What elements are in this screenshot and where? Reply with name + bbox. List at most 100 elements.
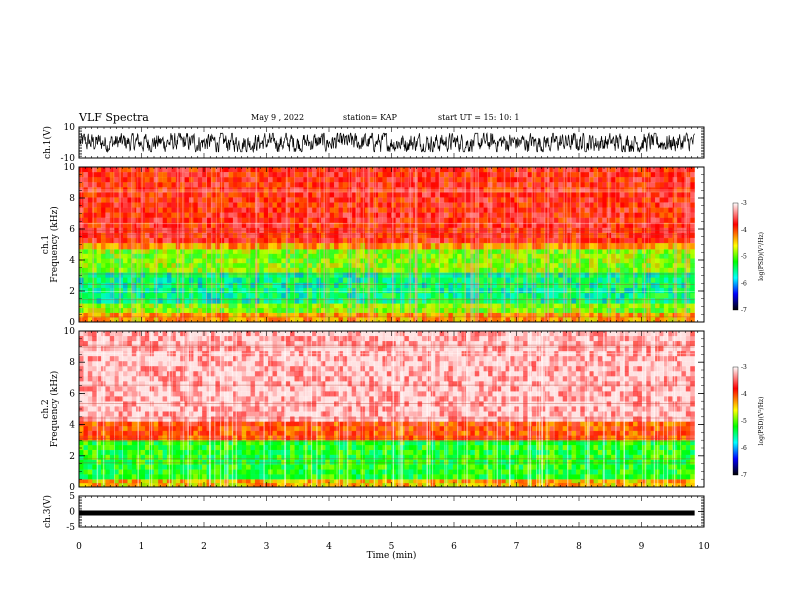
spectrogram-cell [334, 167, 339, 173]
spectrogram-cell [118, 479, 124, 484]
spectrogram-cell [210, 483, 216, 488]
spectrogram-cell [369, 167, 374, 173]
spectrogram-cell [193, 298, 199, 304]
spectrogram-cell [140, 182, 146, 188]
spectrogram-cell [408, 298, 414, 304]
spectrogram-cell [369, 197, 374, 203]
spectrogram-cell [334, 207, 339, 213]
spectrogram-cell [602, 258, 607, 264]
spectrogram-cell [677, 479, 682, 484]
spectrogram-cell [232, 267, 238, 273]
spectrogram-cell [452, 212, 458, 218]
spectrogram-cell [92, 483, 97, 488]
spectrogram-cell [628, 312, 634, 318]
spectrogram-cell [105, 182, 111, 188]
spectrogram-cell [320, 222, 326, 229]
spectrogram-cell [210, 469, 216, 475]
spectrogram-cell [166, 308, 172, 313]
spectrogram-cell [571, 182, 577, 188]
spectrogram-cell [373, 253, 379, 259]
spectrogram-cell [263, 293, 269, 299]
spectrogram-cell [562, 272, 568, 278]
spectrogram-cell [193, 293, 199, 299]
spectrogram-cell [87, 277, 93, 284]
spectrogram-cell [628, 207, 634, 213]
spectrogram-cell [430, 197, 436, 203]
spectrogram-cell [597, 172, 603, 178]
spectrogram-cell [122, 312, 128, 318]
spectrogram-cell [611, 258, 616, 264]
spectrogram-cell [448, 277, 454, 284]
spectrogram-cell [417, 258, 423, 264]
spectrogram-cell [276, 282, 282, 289]
spectrogram-cell [505, 483, 511, 488]
spectrogram-cell [250, 293, 256, 299]
spectrogram-cell [206, 242, 212, 250]
spectrogram-cell [562, 287, 568, 294]
spectrogram-cell [232, 293, 238, 299]
spectrogram-cell [83, 474, 89, 480]
spectrogram-cell [668, 282, 673, 289]
spectrogram-cell [439, 258, 445, 264]
spectrogram-cell [127, 317, 133, 323]
spectrogram-cell [197, 167, 203, 173]
spectrogram-cell [224, 272, 229, 278]
spectrogram-cell [378, 303, 383, 309]
spectrogram-cell [558, 202, 564, 208]
spectrogram-cell [580, 202, 585, 208]
spectrogram-cell [527, 232, 533, 239]
spectrogram-cell [369, 212, 374, 218]
spectrogram-cell [303, 212, 308, 218]
spectrogram-cell [523, 167, 528, 173]
spectrogram-cell [540, 282, 546, 289]
spectrogram-cell [232, 312, 238, 318]
spectrogram-cell [241, 222, 247, 229]
spectrogram-cell [171, 202, 177, 208]
spectrogram-cell [430, 212, 436, 218]
spectrogram-cell [144, 308, 150, 313]
spectrogram-cell [246, 182, 251, 188]
spectrogram-cell [439, 242, 445, 250]
spectrogram-cell [465, 303, 471, 309]
spectrogram-cell [290, 479, 295, 484]
spectrogram-cell [180, 479, 185, 484]
spectrogram-cell [250, 217, 256, 223]
spectrogram-cell [465, 312, 471, 318]
spectrogram-cell [364, 298, 370, 304]
spectrogram-cell [215, 202, 221, 208]
spectrogram-cell [417, 263, 423, 269]
spectrogram-cell [417, 207, 423, 213]
spectrogram-cell [136, 272, 141, 278]
spectrogram-cell [492, 182, 498, 188]
spectrogram-cell [426, 212, 432, 218]
spectrogram-cell [351, 277, 357, 284]
spectrogram-cell [153, 474, 159, 480]
spectrogram-cell [575, 298, 581, 304]
spectrogram-cell [285, 317, 291, 323]
spectrogram-cell [131, 479, 137, 484]
spectrogram-cell [457, 267, 462, 273]
spectrogram-cell [215, 293, 221, 299]
spectrogram-cell [655, 258, 660, 264]
spectrogram-cell [501, 253, 506, 259]
spectrogram-cell [276, 212, 282, 218]
spectrogram-cell [584, 253, 590, 259]
spectrogram-cell [474, 172, 480, 178]
spectrogram-cell [232, 258, 238, 264]
spectrogram-cell [294, 312, 300, 318]
spectrogram-cell [483, 249, 489, 255]
spectrogram-cell [668, 212, 673, 218]
spectrogram-cell [611, 207, 616, 213]
spectrogram-cell [395, 277, 401, 284]
spectrogram-cell [474, 207, 480, 213]
spectrogram-cell [637, 172, 643, 178]
spectrogram-cell [655, 312, 660, 318]
spectrogram-cell [518, 272, 524, 278]
spectrogram-cell [158, 469, 163, 475]
spectrogram-cell [575, 172, 581, 178]
spectrogram-cell [641, 479, 647, 484]
spectrogram-cell [83, 287, 89, 294]
spectrogram-cell [580, 298, 585, 304]
spectrogram-cell [624, 282, 629, 289]
spectrogram-cell [690, 287, 695, 294]
